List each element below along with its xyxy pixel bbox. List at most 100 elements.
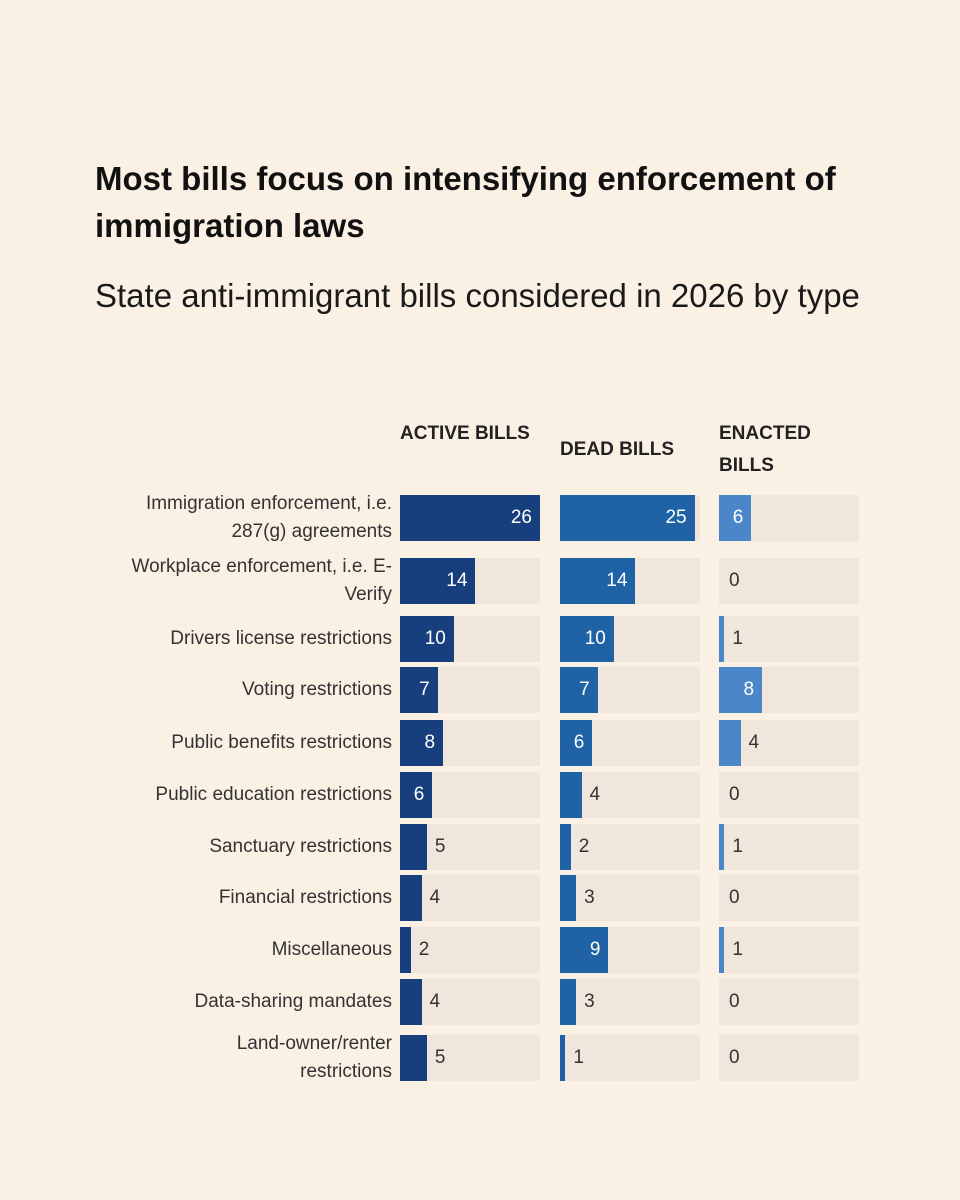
data-label: 4 (429, 991, 441, 1012)
data-label: 10 (424, 628, 446, 649)
data-label: 0 (729, 570, 740, 591)
bar-track: 6 (560, 720, 700, 766)
bar (560, 1035, 566, 1081)
bar-track: 4 (560, 772, 700, 818)
bar (719, 616, 725, 662)
bar-track: 2 (560, 824, 700, 870)
category-label: Financial restrictions (218, 887, 392, 908)
data-label: 0 (729, 991, 740, 1012)
bar-track: 10 (400, 616, 540, 662)
category-label: Land-owner/renter restrictions (236, 1033, 392, 1082)
bar (400, 875, 422, 921)
data-label: 1 (573, 1047, 584, 1068)
bar (400, 616, 454, 662)
bar-track: 3 (560, 979, 700, 1025)
data-label: 7 (419, 679, 430, 700)
data-label: 4 (748, 732, 760, 753)
bar-track: 0 (719, 558, 859, 604)
bar (719, 495, 752, 541)
bar-track: 14 (560, 558, 700, 604)
series-header: ACTIVE BILLS (400, 423, 530, 444)
bar (560, 875, 577, 921)
bar-track: 3 (560, 875, 700, 921)
data-label: 6 (573, 732, 585, 753)
category-label: Workplace enforcement, i.e. E-Verify (131, 556, 392, 605)
bar-track: 2 (400, 927, 540, 973)
data-label: 6 (732, 507, 744, 528)
bar (400, 495, 540, 541)
bar-track: 14 (400, 558, 540, 604)
data-label: 8 (424, 732, 436, 753)
bar-track: 4 (400, 875, 540, 921)
category-label: Public benefits restrictions (171, 732, 392, 753)
data-label: 14 (606, 570, 628, 591)
category-label: Sanctuary restrictions (209, 836, 392, 857)
data-label: 1 (732, 939, 743, 960)
bar (400, 720, 444, 766)
bar (400, 667, 438, 713)
bar (400, 927, 411, 973)
bar (560, 927, 609, 973)
category-label: Drivers license restrictions (170, 628, 392, 649)
data-label: 2 (418, 939, 430, 960)
bar-track: 5 (400, 824, 540, 870)
data-label: 4 (589, 784, 601, 805)
bar-track: 5 (400, 1035, 540, 1081)
category-label: Miscellaneous (271, 939, 392, 960)
bar (400, 979, 422, 1025)
bar-track: 1 (719, 824, 859, 870)
bar (719, 927, 725, 973)
data-label: 7 (579, 679, 590, 700)
data-label: 0 (729, 887, 740, 908)
bar-track: 6 (719, 495, 859, 541)
bar-track: 0 (719, 772, 859, 818)
bar (560, 824, 571, 870)
data-label: 3 (584, 991, 595, 1012)
data-label: 8 (743, 679, 755, 700)
data-label: 6 (413, 784, 425, 805)
category-label: Data-sharing mandates (194, 991, 393, 1012)
category-label: Voting restrictions (242, 679, 392, 700)
bar-track: 9 (560, 927, 700, 973)
bar-track: 7 (400, 667, 540, 713)
bar-track: 6 (400, 772, 540, 818)
data-label: 10 (584, 628, 606, 649)
bar (400, 1035, 427, 1081)
bar-track: 1 (719, 616, 859, 662)
bar (400, 824, 427, 870)
data-label: 14 (446, 570, 468, 591)
bar (400, 558, 476, 604)
bar (560, 667, 598, 713)
bar-track: 0 (719, 1035, 859, 1081)
data-label: 5 (434, 1047, 446, 1068)
bar (560, 979, 577, 1025)
bar (560, 558, 636, 604)
category-label: Immigration enforcement, i.e. 287(g) agr… (145, 493, 392, 542)
bar (560, 772, 582, 818)
bar-track: 1 (719, 927, 859, 973)
series-header: DEAD BILLS (560, 439, 674, 460)
bar-track: 8 (719, 667, 859, 713)
chart-subtitle: State anti-immigrant bills considered in… (95, 277, 860, 314)
bar-track: 0 (719, 979, 859, 1025)
bar-track: 8 (400, 720, 540, 766)
bar-track: 7 (560, 667, 700, 713)
bar-track: 4 (719, 720, 859, 766)
bar-track: 26 (400, 495, 540, 541)
bar-track: 1 (560, 1035, 700, 1081)
series-header: ENACTED BILLS (719, 423, 811, 476)
data-label: 0 (729, 1047, 740, 1068)
data-label: 9 (589, 939, 601, 960)
bar-track: 0 (719, 875, 859, 921)
bar-track: 4 (400, 979, 540, 1025)
bar (719, 720, 741, 766)
data-label: 25 (665, 507, 687, 528)
data-label: 3 (584, 887, 595, 908)
data-label: 5 (434, 836, 446, 857)
bar-track: 25 (560, 495, 700, 541)
bar (560, 720, 593, 766)
bar (400, 772, 433, 818)
bar (719, 824, 725, 870)
category-label: Public education restrictions (155, 784, 392, 805)
bar (719, 667, 763, 713)
